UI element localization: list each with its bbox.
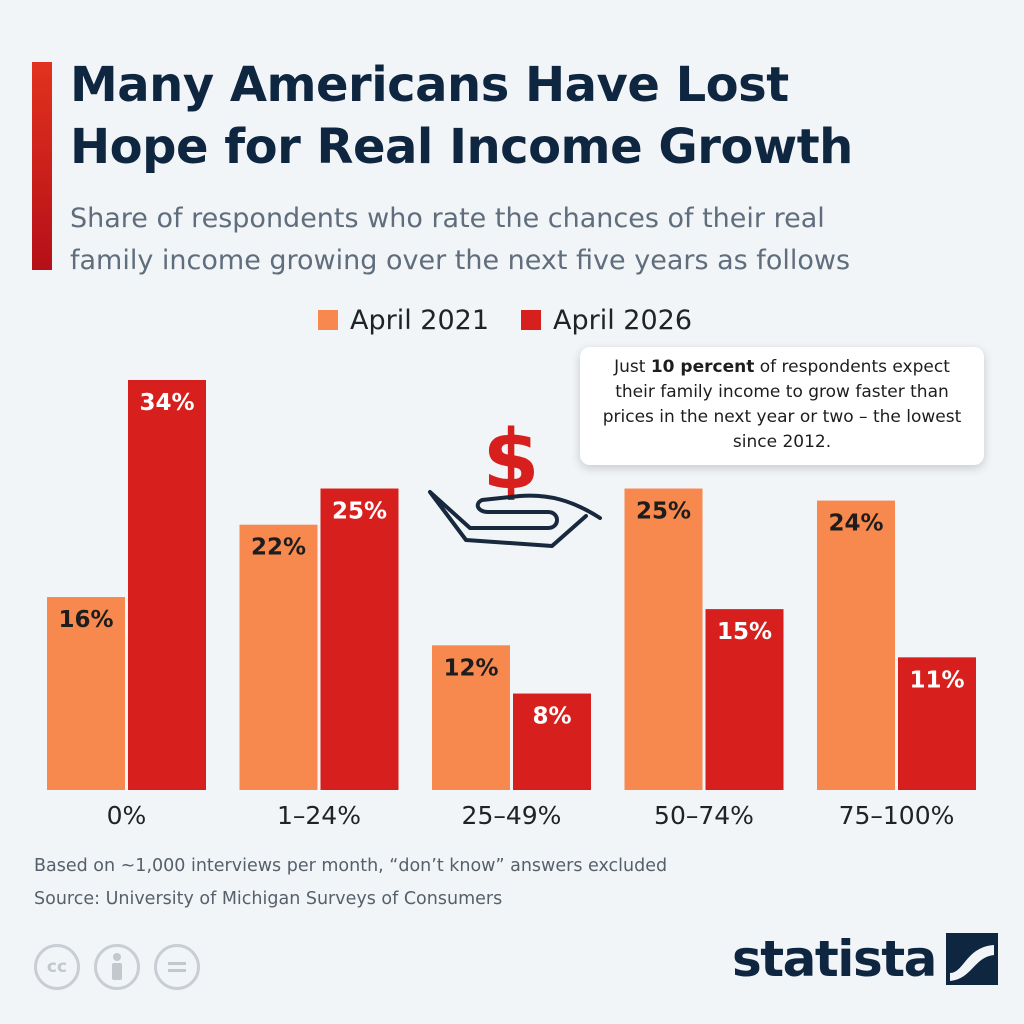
bar-april-2021-2 bbox=[432, 645, 510, 790]
chart-subtitle: Share of respondents who rate the chance… bbox=[70, 198, 1000, 282]
title-line-2: Hope for Real Income Growth bbox=[70, 119, 853, 175]
legend-swatch-april-2026 bbox=[521, 310, 542, 330]
x-tick-label-2: 25–49% bbox=[462, 801, 562, 830]
subtitle-line-2: family income growing over the next five… bbox=[70, 245, 851, 276]
source-note: Source: University of Michigan Surveys o… bbox=[34, 889, 503, 909]
bar-april-2026-1 bbox=[320, 488, 399, 790]
data-label-april-2021-3: 25% bbox=[636, 499, 691, 525]
bar-april-2021-4 bbox=[817, 500, 895, 790]
brand-name: statista bbox=[732, 930, 937, 988]
methodology-note: Based on ~1,000 interviews per month, “d… bbox=[34, 856, 668, 876]
chart-title: Many Americans Have Lost Hope for Real I… bbox=[70, 54, 1010, 178]
bar-april-2021-1 bbox=[239, 524, 318, 790]
money-hand-icon: $ bbox=[428, 413, 602, 548]
x-axis-labels: 0% 1–24% 25–49% 50–74% 75–100% bbox=[107, 801, 955, 830]
callout-box: Just 10 percent of respondents expect th… bbox=[580, 347, 984, 465]
bar-chart: 16% 34% 22% 25% 12% 8% 25% 15% 24% 11% 0% 1–24% 25–… bbox=[47, 380, 976, 830]
callout-text-pre: Just bbox=[614, 357, 651, 377]
legend-swatch-april-2021 bbox=[318, 310, 338, 330]
data-label-april-2021-4: 24% bbox=[828, 511, 883, 537]
data-label-april-2026-4: 11% bbox=[909, 667, 964, 693]
data-label-april-2026-3: 15% bbox=[717, 619, 772, 645]
title-accent-bar bbox=[32, 62, 52, 270]
chart-legend: April 2021 April 2026 bbox=[318, 300, 692, 340]
callout-text-bold: 10 percent bbox=[650, 357, 755, 377]
statista-logo-icon bbox=[945, 933, 998, 985]
title-line-1: Many Americans Have Lost bbox=[70, 57, 789, 113]
x-tick-label-0: 0% bbox=[107, 801, 147, 830]
no-derivatives-icon[interactable] bbox=[154, 944, 200, 990]
footnotes: Based on ~1,000 interviews per month, “d… bbox=[34, 850, 667, 916]
bar-april-2026-0 bbox=[128, 380, 206, 790]
x-tick-label-1: 1–24% bbox=[277, 801, 361, 830]
data-label-april-2026-0: 34% bbox=[139, 390, 194, 416]
dollar-sign-icon: $ bbox=[482, 413, 539, 508]
subtitle-line-1: Share of respondents who rate the chance… bbox=[70, 203, 825, 234]
bar-april-2026-4 bbox=[898, 657, 976, 790]
x-tick-label-3: 50–74% bbox=[654, 801, 754, 830]
bar-april-2026-3 bbox=[705, 609, 784, 790]
open-hand-icon bbox=[428, 490, 602, 548]
legend-item-april-2026: April 2026 bbox=[521, 305, 692, 336]
x-tick-label-4: 75–100% bbox=[839, 801, 955, 830]
license-icons: cc bbox=[34, 944, 200, 990]
data-label-april-2026-2: 8% bbox=[532, 704, 571, 730]
data-label-april-2021-1: 22% bbox=[251, 535, 306, 561]
callout-text-post: of respondents expect their family incom… bbox=[602, 357, 962, 452]
statista-logo[interactable]: statista bbox=[732, 930, 998, 988]
attribution-icon[interactable] bbox=[94, 944, 140, 990]
bars-layer: 16% 34% 22% 25% 12% 8% 25% 15% 24% 11% bbox=[47, 380, 976, 790]
cc-icon[interactable]: cc bbox=[34, 944, 80, 990]
legend-label-april-2021: April 2021 bbox=[350, 304, 490, 336]
data-label-april-2021-2: 12% bbox=[443, 655, 498, 681]
bar-april-2026-2 bbox=[513, 693, 591, 790]
bar-april-2021-0 bbox=[47, 597, 125, 790]
legend-item-april-2021: April 2021 bbox=[318, 305, 489, 336]
bar-april-2021-3 bbox=[624, 488, 703, 790]
data-label-april-2026-1: 25% bbox=[332, 499, 387, 525]
data-label-april-2021-0: 16% bbox=[58, 607, 113, 633]
legend-label-april-2026: April 2026 bbox=[553, 304, 693, 336]
